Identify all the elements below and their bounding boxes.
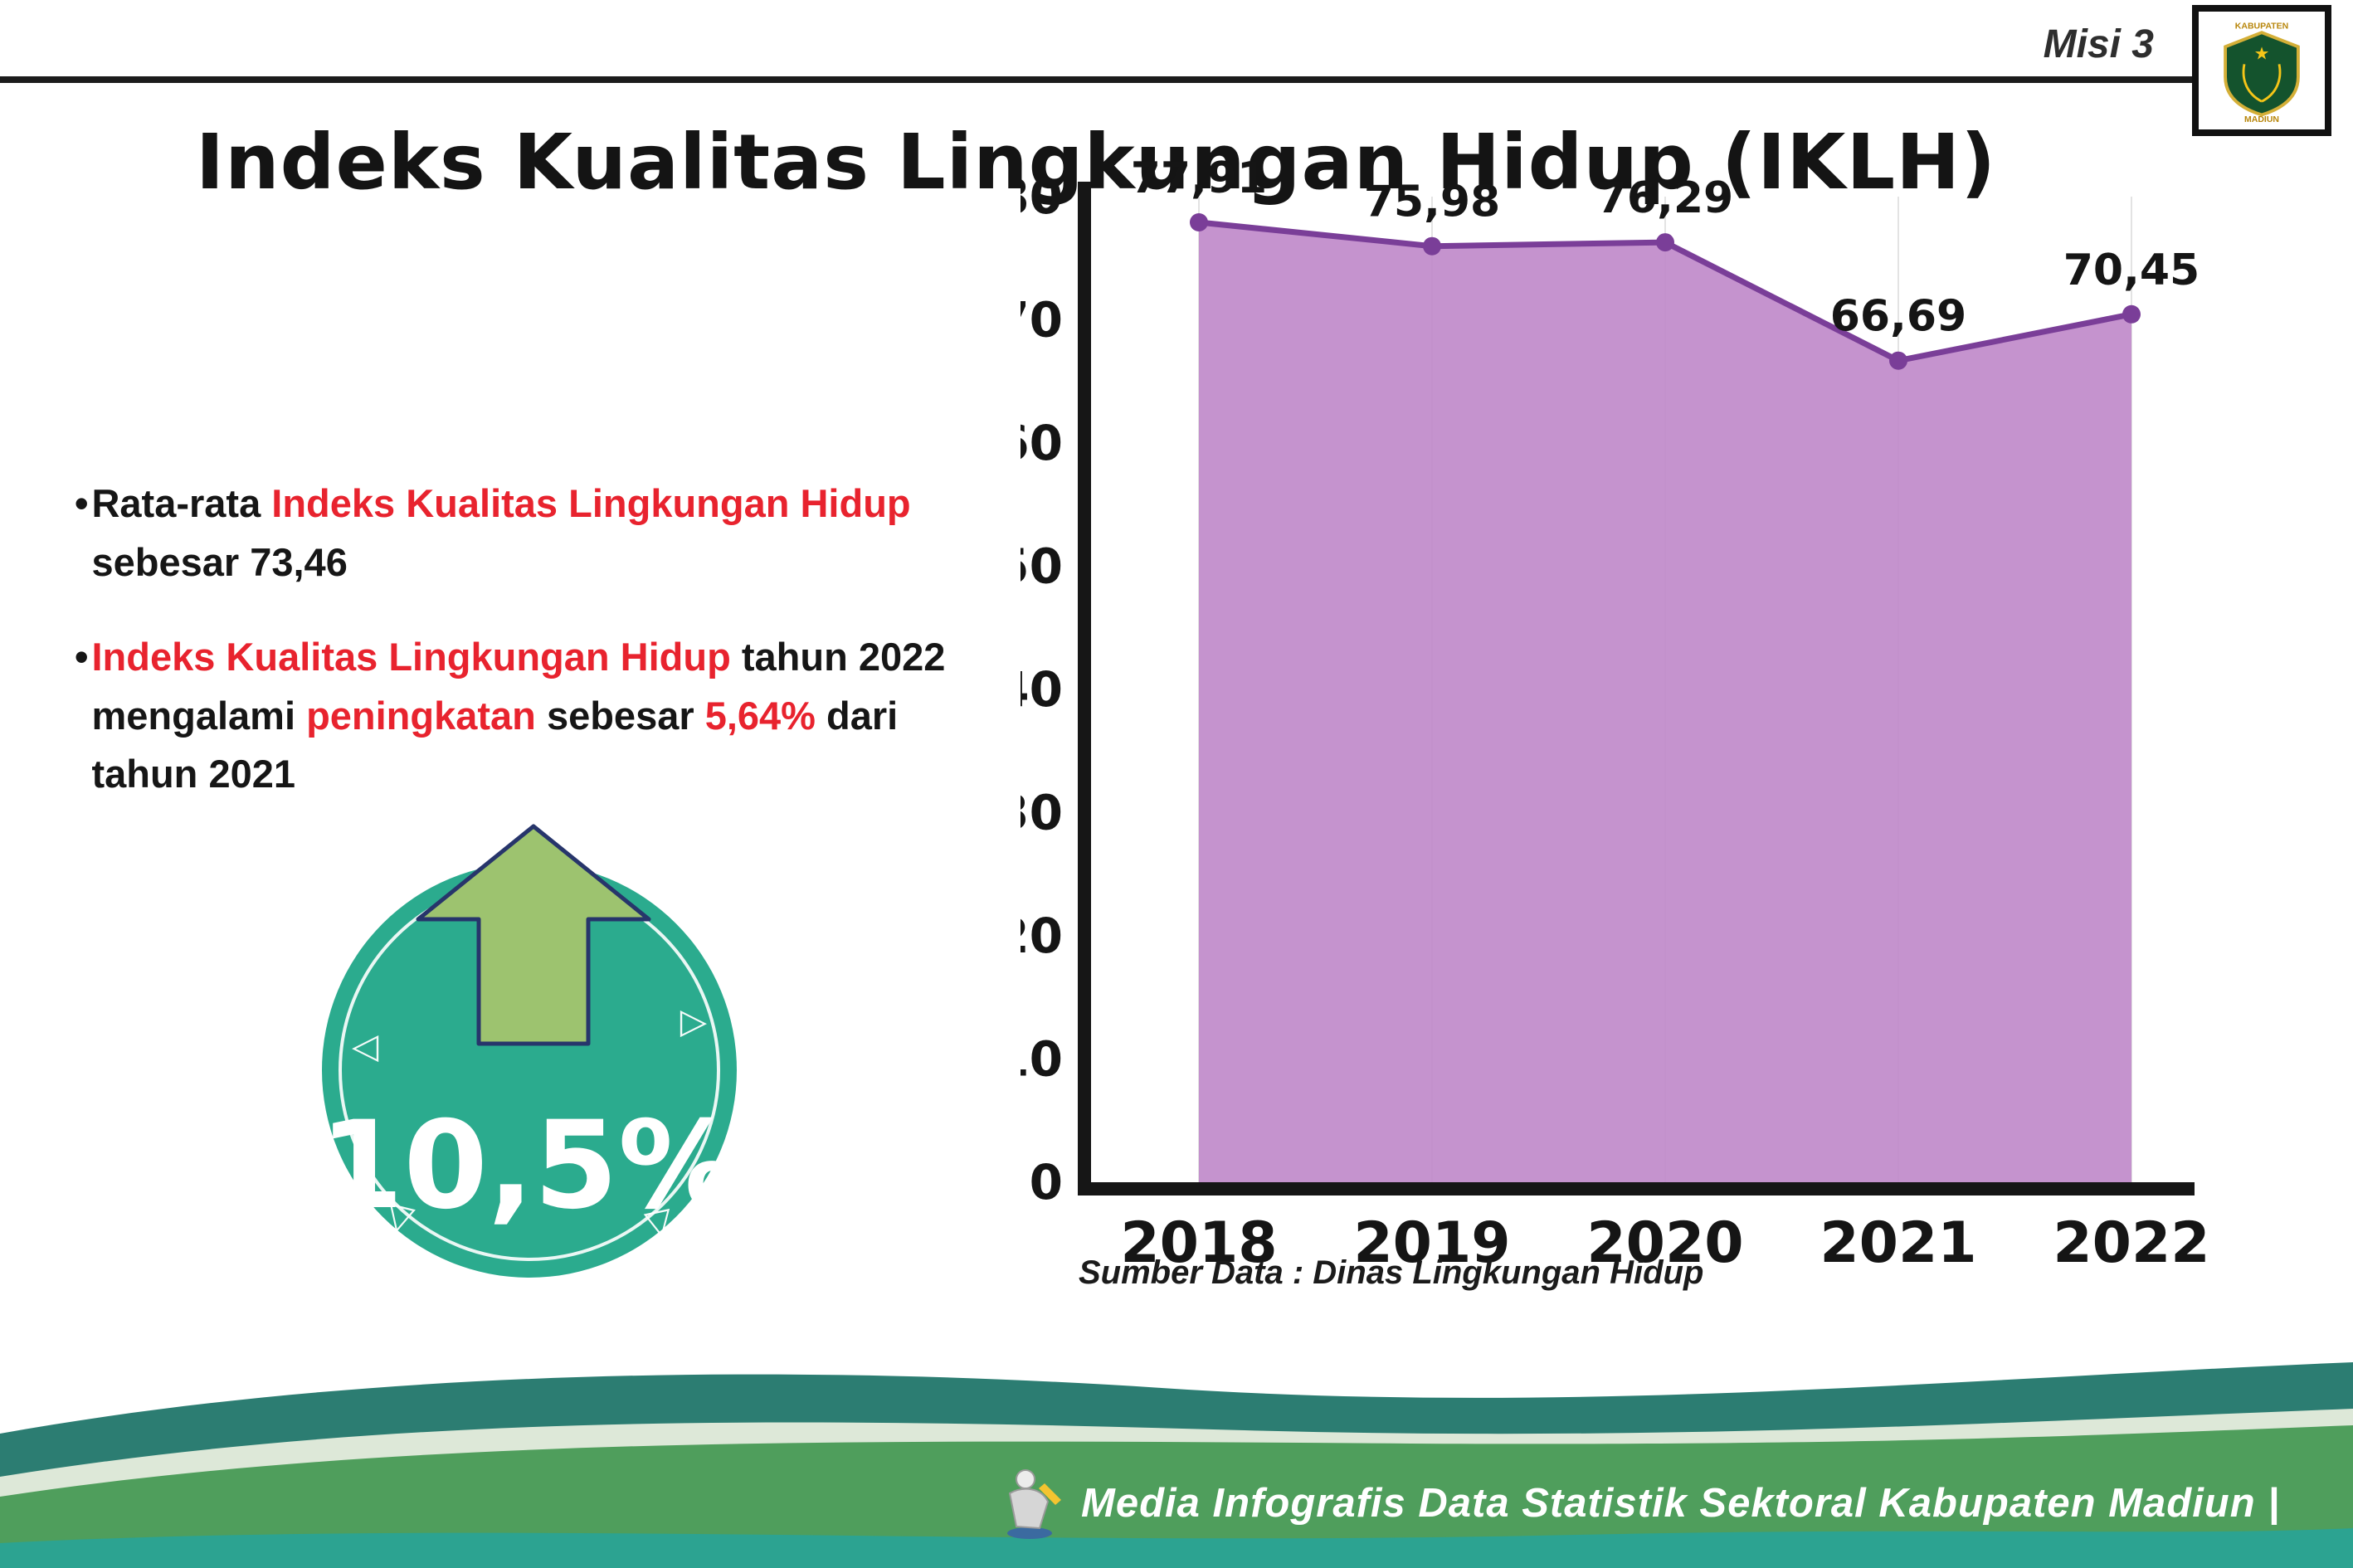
svg-text:70,45: 70,45 [2063,246,2200,295]
star-icon: ★ [2254,45,2270,64]
footer-content: Media Infografis Data Statistik Sektoral… [0,1467,2280,1540]
chart-canvas: 77,91 75,98 76,29 66,69 70,45 0 10 20 30 40 50 60 70… [996,153,2209,1276]
list-item: • Indeks Kualitas Lingkungan Hidup tahun… [75,628,962,804]
svg-text:20: 20 [1021,908,1063,964]
kabupaten-madiun-logo: KABUPATEN ★ MADIUN [2192,5,2331,136]
svg-text:77,91: 77,91 [1131,153,1267,203]
mascot-base [1007,1527,1053,1539]
mascot-pencil [1039,1483,1062,1505]
svg-text:75,98: 75,98 [1364,178,1500,227]
svg-text:2020: 2020 [1586,1210,1743,1276]
text-segment: dari tahun 2021 [91,693,899,796]
wave-bottom-teal [0,1528,2353,1568]
logo-text-top: KABUPATEN [2235,21,2288,31]
svg-text:70: 70 [1021,292,1063,348]
mascot-icon [1007,1469,1062,1539]
text-segment-highlight: peningkatan [306,693,536,738]
text-segment: tahun 2022 mengalami [91,635,946,738]
svg-text:76,29: 76,29 [1597,173,1733,223]
list-item: • Rata-rata Indeks Kualitas Lingkungan H… [75,475,962,592]
iklh-area-chart: 77,91 75,98 76,29 66,69 70,45 0 10 20 30 40 50 60 70… [996,141,2209,1303]
up-arrow-icon [416,824,651,1046]
ring-triangle-icon [352,1029,378,1064]
logo-text-bottom: MADIUN [2244,114,2279,123]
ring-triangle-icon [680,1004,707,1039]
arrow-shape [416,824,651,1046]
text-segment-highlight: 5,64% [704,693,816,738]
page-title: Indeks Kualitas Lingkungan Hidup (IKLH) [195,118,1997,207]
svg-text:2021: 2021 [1820,1210,1976,1276]
svg-text:50: 50 [1021,538,1063,595]
text-segment: sebesar [535,693,705,738]
footer-credit: Media Infografis Data Statistik Sektoral… [1081,1481,2280,1526]
svg-text:60: 60 [1021,415,1063,471]
crest-icon: KABUPATEN ★ MADIUN [2224,21,2300,123]
footer-waves [0,1362,2353,1568]
svg-text:0: 0 [1030,1154,1063,1210]
rice-stalk-left [2242,64,2263,103]
svg-text:10: 10 [1021,1031,1063,1088]
percentage-value: 10,5% [319,1095,740,1236]
bullet-dot: • [75,481,89,525]
svg-text:2018: 2018 [1120,1210,1277,1276]
source-note: Sumber Data : Dinas Lingkungan Hidup [1079,1254,1704,1291]
svg-text:2019: 2019 [1353,1210,1510,1276]
svg-text:80: 80 [1021,168,1063,225]
text-segment: Rata-rata [91,481,272,525]
mascot-head [1016,1469,1036,1489]
text-segment-highlight: Indeks Kualitas Lingkungan Hidup [91,635,731,679]
notes-list: • Rata-rata Indeks Kualitas Lingkungan H… [75,475,962,840]
shield-shape [2224,31,2300,117]
svg-text:40: 40 [1021,661,1063,718]
header-rule [0,76,2192,83]
svg-text:2022: 2022 [2053,1210,2207,1276]
misi-label: Misi 3 [2043,22,2154,66]
text-segment-highlight: Indeks Kualitas Lingkungan Hidup [271,481,911,525]
bullet-dot: • [75,635,89,679]
bullet-text: Indeks Kualitas Lingkungan Hidup tahun 2… [91,628,962,804]
bullet-text: Rata-rata Indeks Kualitas Lingkungan Hid… [91,475,962,592]
svg-text:30: 30 [1021,785,1063,841]
svg-text:66,69: 66,69 [1830,292,1966,342]
footer: Media Infografis Data Statistik Sektoral… [0,1351,2353,1568]
text-segment: sebesar 73,46 [91,539,348,584]
mascot-body [1008,1488,1050,1530]
rice-stalk-right [2261,64,2282,103]
